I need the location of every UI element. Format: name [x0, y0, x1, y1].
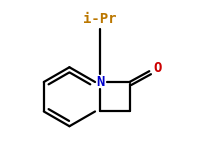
Text: i-Pr: i-Pr [83, 12, 117, 26]
Text: N: N [96, 75, 104, 89]
Text: O: O [153, 61, 161, 75]
